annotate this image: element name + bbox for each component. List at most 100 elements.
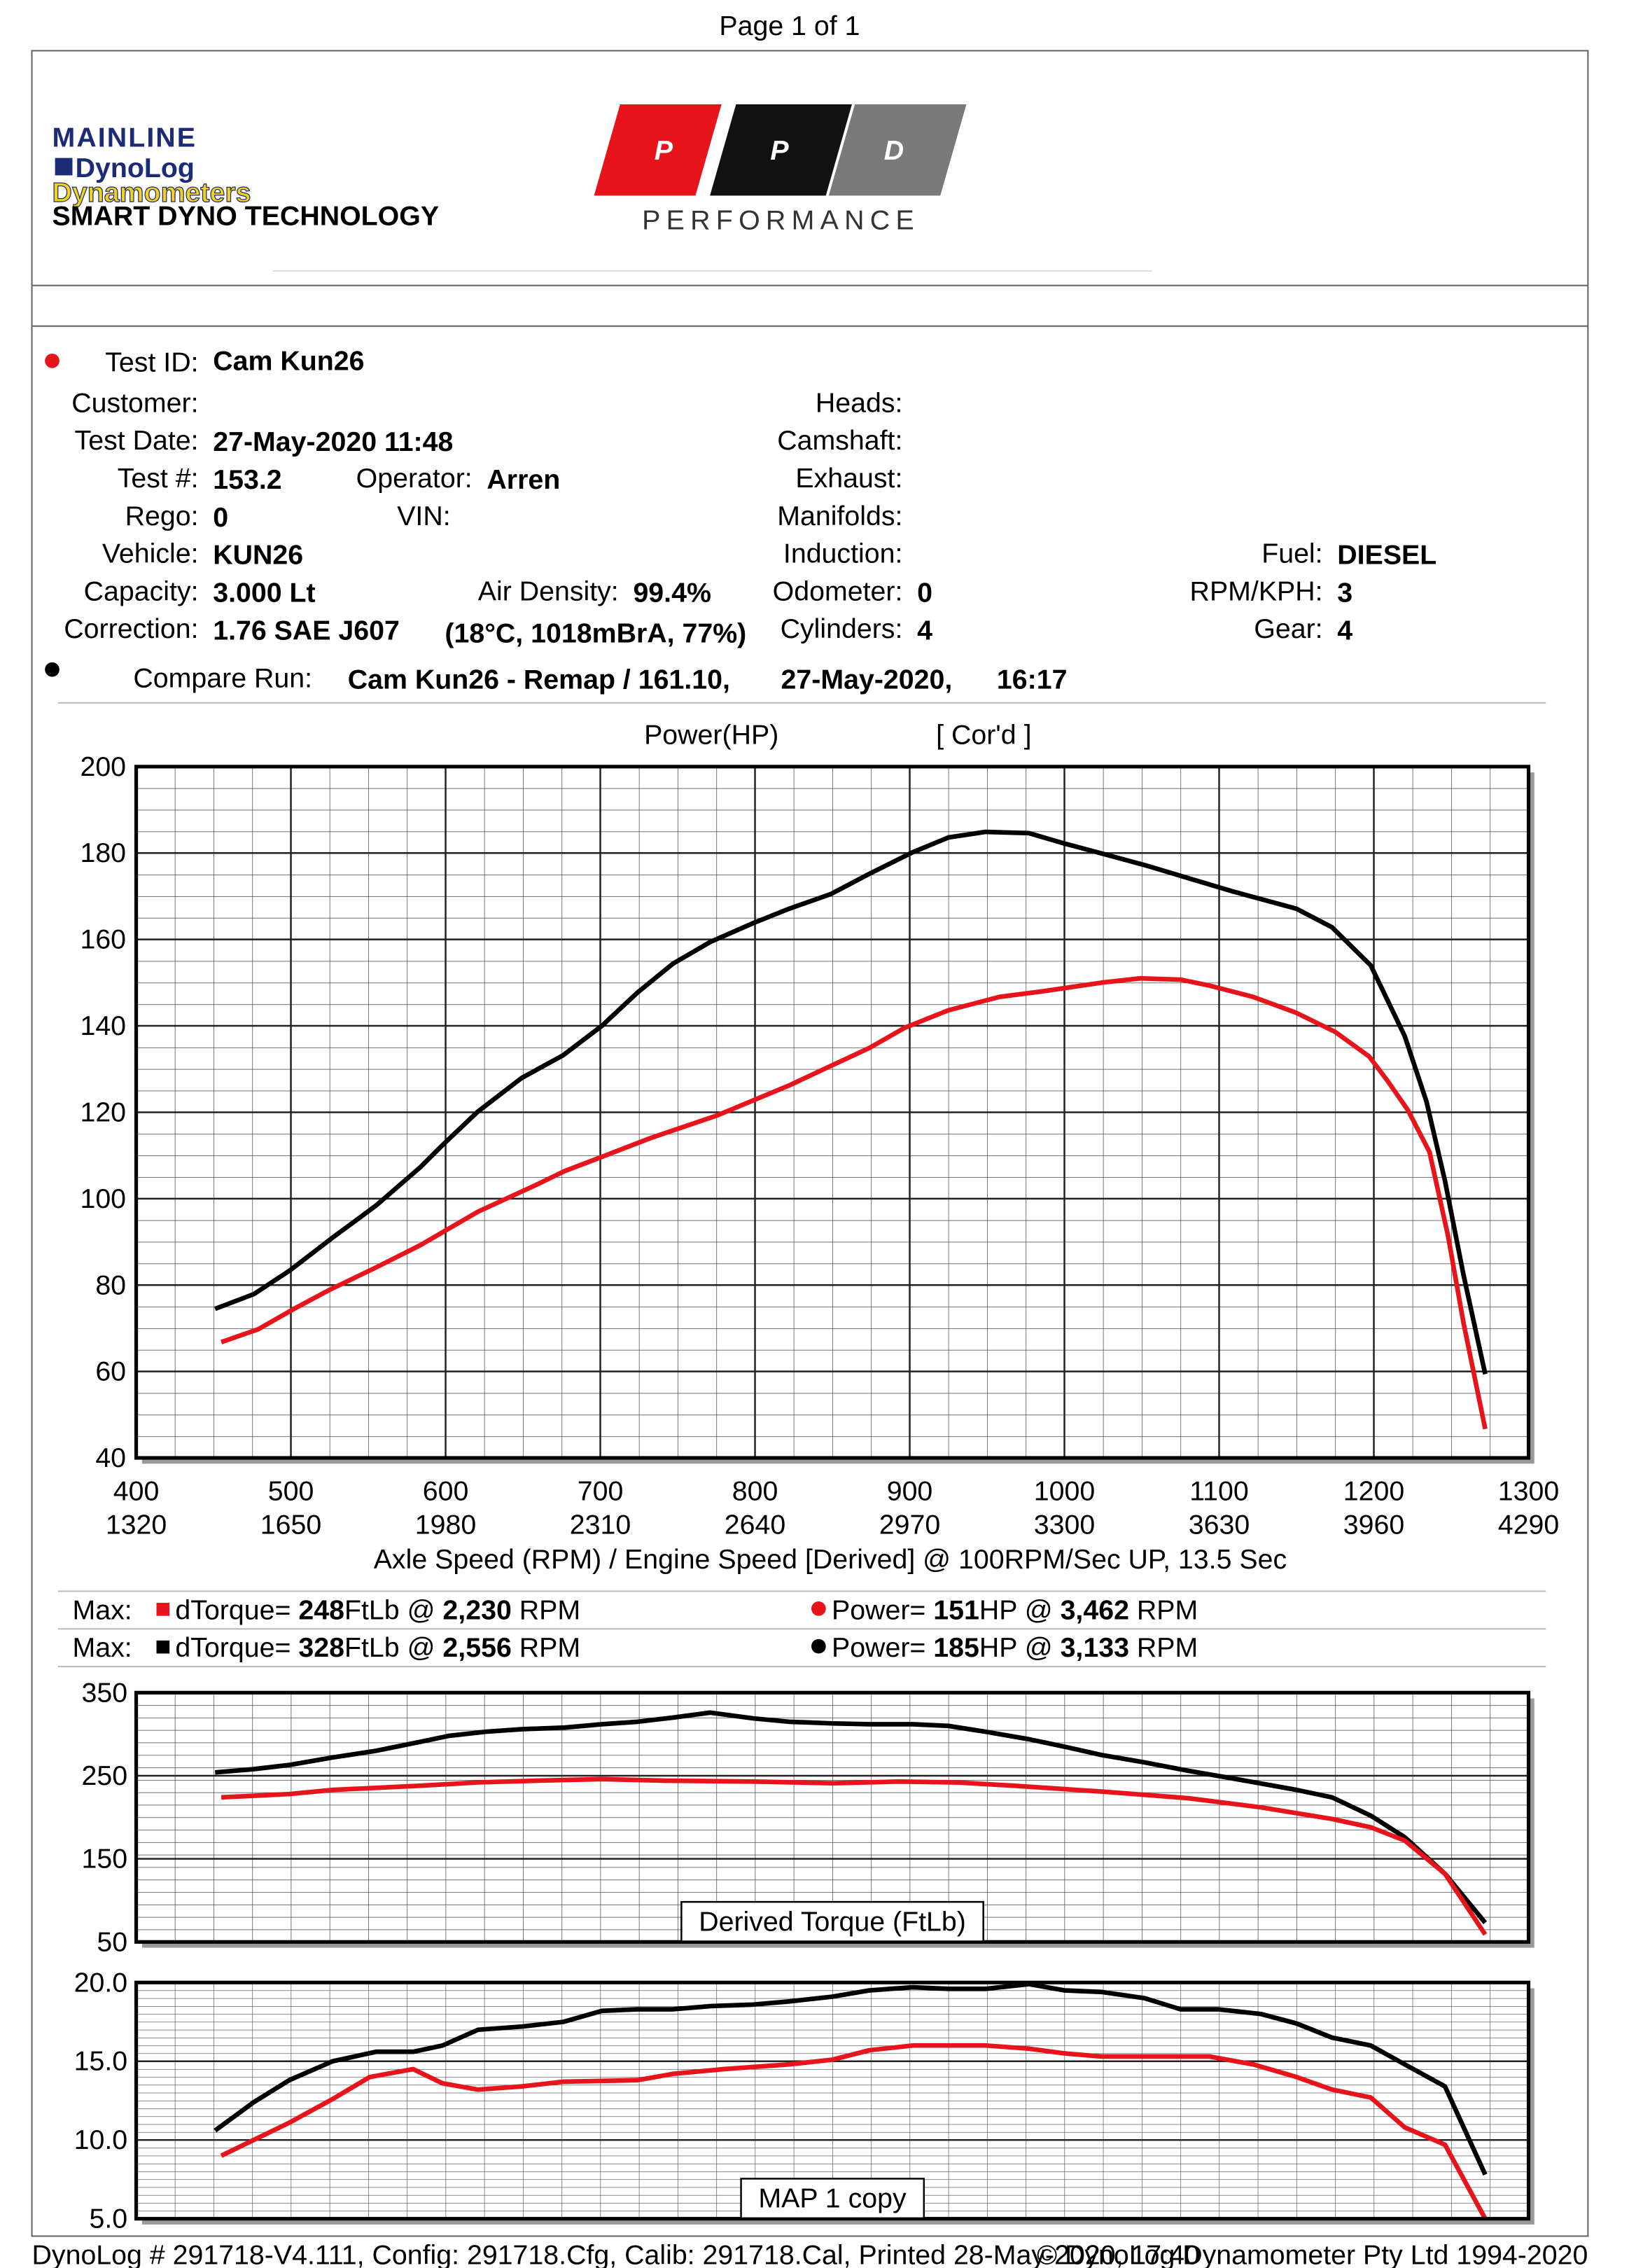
minor-grid (136, 1692, 1529, 1942)
logo-dynolog: DynoLog (76, 153, 195, 183)
y-tick-label: 60 (95, 1356, 126, 1387)
footer-left: DynoLog # 291718-V4.111, Config: 291718.… (32, 2239, 1200, 2268)
x2-tick-label: 3630 (1189, 1509, 1250, 1540)
x2-tick-label: 4290 (1498, 1509, 1559, 1540)
series-line (214, 829, 1488, 1375)
field-label: VIN: (397, 501, 450, 531)
field-label: Cylinders: (781, 613, 903, 644)
x-tick-label: 1100 (1189, 1476, 1249, 1507)
ppd-block (828, 104, 967, 196)
y-tick-label: 100 (80, 1183, 126, 1214)
compare-time: 16:17 (997, 665, 1068, 695)
field-label: Air Density: (478, 576, 619, 606)
series-line (221, 975, 1488, 1430)
y-tick-label: 15.0 (74, 2046, 128, 2077)
x-tick-label: 900 (887, 1476, 933, 1507)
max-marker (811, 1601, 826, 1616)
plot-border (134, 765, 1531, 1460)
field-label: RPM/KPH: (1190, 576, 1323, 606)
ppd-letter: P (770, 135, 789, 166)
compare-label: Compare Run: (133, 663, 312, 694)
field-value: 3.000 Lt (213, 577, 315, 608)
y-tick-label: 50 (97, 1926, 127, 1957)
y-tick-label: 10.0 (74, 2124, 128, 2155)
compare-marker (45, 662, 60, 677)
logo-mainline: MAINLINE (53, 123, 197, 153)
x2-tick-label: 2640 (725, 1509, 785, 1540)
y-tick-label: 150 (82, 1844, 128, 1874)
series-line (220, 2043, 1488, 2220)
x2-tick-label: 3960 (1343, 1509, 1404, 1540)
x-tick-label: 1200 (1343, 1476, 1404, 1507)
chart-subtitle: [ Cor'd ] (936, 719, 1031, 750)
field-label: Test #: (118, 463, 199, 494)
max-power: Power= 185HP @ 3,133 RPM (832, 1632, 1198, 1663)
series-line (214, 1710, 1488, 1925)
max-marker (811, 1639, 826, 1654)
x-tick-label: 600 (423, 1476, 469, 1507)
max-power: Power= 151HP @ 3,462 RPM (832, 1594, 1198, 1625)
chart-title: Power(HP) (644, 719, 778, 750)
field-label: Test Date: (75, 425, 199, 456)
ppd-letter: P (655, 135, 673, 166)
field-conditions: (18°C, 1018mBrA, 77%) (445, 618, 746, 648)
field-label: Gear: (1254, 613, 1322, 644)
field-label: Capacity: (84, 576, 199, 606)
field-value: 99.4% (633, 577, 711, 608)
field-label: Heads: (816, 387, 903, 418)
chart-title: MAP 1 copy (758, 2183, 907, 2214)
ppd-block (710, 104, 852, 196)
field-label: Fuel: (1261, 538, 1322, 569)
title-box (680, 1900, 984, 1942)
field-value: 153.2 (213, 464, 281, 495)
field-value: 0 (917, 577, 932, 608)
field-label: Camshaft: (777, 425, 902, 456)
field-label: Vehicle: (102, 538, 199, 569)
field-label: Customer: (71, 387, 198, 418)
field-label: Induction: (783, 538, 902, 569)
y-tick-label: 20.0 (74, 1967, 128, 1998)
max-torque: dTorque= 328FtLb @ 2,556 RPM (175, 1632, 580, 1663)
field-value: 3 (1337, 577, 1352, 608)
field-label: Odometer: (773, 576, 903, 606)
field-value: 1.76 SAE J607 (213, 615, 400, 646)
field-label: Correction: (64, 613, 198, 644)
field-value: 0 (213, 502, 228, 533)
logo-tagline: SMART DYNO TECHNOLOGY (53, 200, 440, 231)
y-tick-label: 5.0 (89, 2204, 127, 2234)
x-tick-label: 500 (268, 1476, 314, 1507)
x-tick-label: 1300 (1498, 1476, 1559, 1507)
x-tick-label: 800 (732, 1476, 778, 1507)
max-torque: dTorque= 248FtLb @ 2,230 RPM (175, 1594, 580, 1625)
max-marker (156, 1640, 170, 1654)
x-axis-label: Axle Speed (RPM) / Engine Speed [Derived… (374, 1544, 1287, 1575)
field-label: Rego: (125, 501, 199, 531)
logo-dynamometers: Dynamometers (53, 177, 251, 208)
field-value: 4 (917, 615, 932, 646)
y-tick-label: 80 (95, 1269, 126, 1300)
series-line (214, 1982, 1488, 2176)
y-tick-label: 120 (80, 1097, 126, 1127)
max-marker (156, 1603, 170, 1616)
x2-tick-label: 1650 (260, 1509, 321, 1540)
x-tick-label: 1000 (1034, 1476, 1095, 1507)
y-tick-label: 160 (80, 924, 126, 955)
x-tick-label: 700 (578, 1476, 624, 1507)
x2-tick-label: 3300 (1034, 1509, 1095, 1540)
footer-right: © DynoLog Dynamometer Pty Ltd 1994-2020 (1037, 2239, 1588, 2268)
field-label: Exhaust: (795, 463, 902, 494)
y-tick-label: 200 (80, 751, 126, 782)
x2-tick-label: 2970 (879, 1509, 940, 1540)
field-value: Arren (487, 464, 560, 495)
charts: 40 60 80 100 120 140 160 180 200 400 500 600 700 800 9… (74, 719, 1560, 2234)
field-label: Manifolds: (777, 501, 902, 531)
x2-tick-label: 1980 (415, 1509, 476, 1540)
y-tick-label: 180 (80, 837, 126, 868)
field-value: 27-May-2020 11:48 (213, 426, 453, 457)
y-tick-label: 140 (80, 1010, 126, 1041)
ppd-sub: PERFORMANCE (642, 205, 920, 236)
y-tick-label: 350 (82, 1677, 128, 1708)
test-id: Cam Kun26 (213, 345, 364, 376)
page-border (31, 50, 1589, 2237)
